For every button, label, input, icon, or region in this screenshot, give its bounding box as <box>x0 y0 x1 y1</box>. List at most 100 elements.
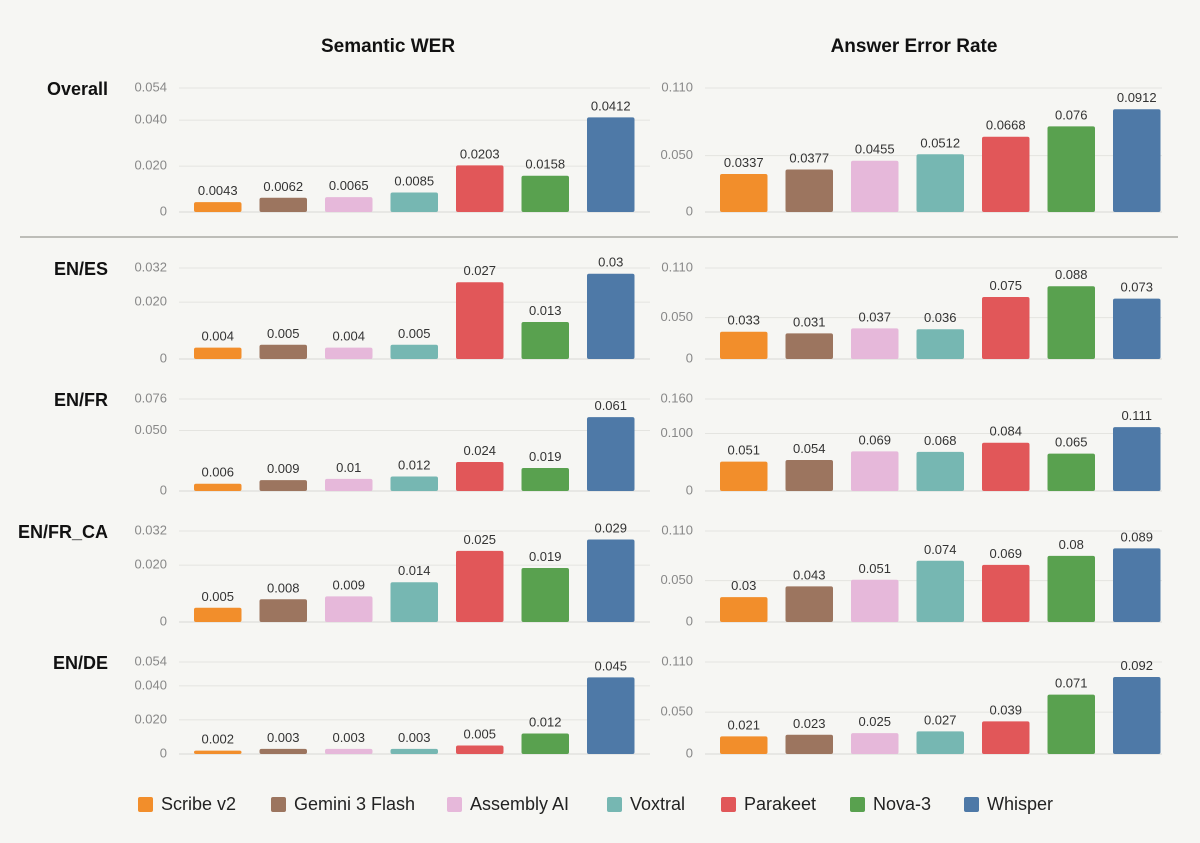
data-label: 0.054 <box>793 441 826 456</box>
row-labels: Overall EN/ES EN/FR EN/FR_CA EN/DE <box>18 79 108 673</box>
data-label: 0.005 <box>267 326 300 341</box>
data-label: 0.002 <box>201 732 234 747</box>
data-label: 0.025 <box>463 532 496 547</box>
y-tick-label: 0.050 <box>660 147 693 162</box>
bar-nova-3 <box>521 322 569 359</box>
bar-nova-3 <box>1047 286 1095 359</box>
data-label: 0.03 <box>731 578 756 593</box>
data-label: 0.009 <box>332 577 365 592</box>
legend: Scribe v2 Gemini 3 Flash Assembly AI Voxtra… <box>138 794 1053 814</box>
data-label: 0.024 <box>463 443 496 458</box>
data-label: 0.088 <box>1055 267 1088 282</box>
data-label: 0.019 <box>529 549 562 564</box>
y-tick-label: 0 <box>686 613 693 628</box>
data-label: 0.013 <box>529 303 562 318</box>
column-titles: Semantic WER Answer Error Rate <box>321 36 997 57</box>
data-label: 0.051 <box>858 561 891 576</box>
y-tick-label: 0.110 <box>661 522 693 537</box>
row-label-en-fr: EN/FR <box>54 390 108 410</box>
panel-en-de-answer-error-rate: 0 0.050 0.110 0.021 0.023 0.025 0.027 0.039 0.07… <box>660 653 1162 760</box>
data-label: 0.019 <box>529 449 562 464</box>
bar-scribe-v2 <box>720 597 768 622</box>
y-tick-label: 0.050 <box>660 309 693 324</box>
bar-gemini-3-flash <box>785 459 833 491</box>
bar-assembly-ai <box>325 347 373 359</box>
data-label: 0.005 <box>201 589 234 604</box>
data-label: 0.0412 <box>591 98 631 113</box>
bar-assembly-ai <box>325 596 373 622</box>
panel-en-es-answer-error-rate: 0 0.050 0.110 0.033 0.031 0.037 0.036 0.075 0.08… <box>660 259 1162 365</box>
bar-gemini-3-flash <box>785 734 833 754</box>
bar-whisper <box>587 677 635 754</box>
data-label: 0.0043 <box>198 183 238 198</box>
data-label: 0.0337 <box>724 155 764 170</box>
bar-scribe-v2 <box>194 347 242 359</box>
data-label: 0.023 <box>793 716 826 731</box>
bar-parakeet <box>982 136 1030 212</box>
legend-label: Whisper <box>987 794 1053 814</box>
bar-parakeet <box>456 165 504 212</box>
y-tick-label: 0.040 <box>134 112 167 127</box>
y-tick-label: 0.050 <box>134 422 167 437</box>
y-tick-label: 0 <box>686 745 693 760</box>
data-label: 0.031 <box>793 314 826 329</box>
bar-scribe-v2 <box>194 202 242 212</box>
bar-gemini-3-flash <box>785 169 833 212</box>
bar-whisper <box>587 117 635 212</box>
y-tick-label: 0.040 <box>134 677 167 692</box>
data-label: 0.027 <box>924 712 957 727</box>
bar-gemini-3-flash <box>259 748 307 754</box>
bar-scribe-v2 <box>720 174 768 212</box>
data-label: 0.008 <box>267 580 300 595</box>
bar-assembly-ai <box>325 748 373 754</box>
y-tick-label: 0.020 <box>134 557 167 572</box>
panel-en-de-semantic-wer: 0 0.020 0.040 0.054 0.002 0.003 0.003 0.003 0.00… <box>134 653 650 760</box>
legend-swatch <box>850 797 865 812</box>
data-label: 0.012 <box>529 715 562 730</box>
data-label: 0.014 <box>398 563 431 578</box>
data-label: 0.069 <box>858 432 891 447</box>
bar-nova-3 <box>521 175 569 212</box>
bar-voxtral <box>916 329 964 359</box>
bar-parakeet <box>982 564 1030 622</box>
legend-item-whisper: Whisper <box>964 794 1053 814</box>
data-label: 0.037 <box>858 309 891 324</box>
data-label: 0.069 <box>989 546 1022 561</box>
data-label: 0.061 <box>594 398 627 413</box>
y-tick-label: 0.076 <box>134 390 167 405</box>
bar-voxtral <box>390 344 438 359</box>
bar-voxtral <box>390 476 438 491</box>
y-tick-label: 0.032 <box>134 522 167 537</box>
bar-gemini-3-flash <box>259 197 307 212</box>
data-label: 0.0158 <box>525 157 565 172</box>
data-label: 0.01 <box>336 460 361 475</box>
y-tick-label: 0.054 <box>134 653 167 668</box>
data-label: 0.033 <box>727 313 760 328</box>
bar-assembly-ai <box>325 478 373 491</box>
bar-whisper <box>1113 109 1161 212</box>
bar-whisper <box>587 273 635 359</box>
data-label: 0.0512 <box>920 135 960 150</box>
chart-panels: 0 0.020 0.040 0.054 0.0043 0.0062 0.0065 0.0085… <box>134 79 1162 760</box>
bar-voxtral <box>390 192 438 212</box>
bar-parakeet <box>982 442 1030 491</box>
data-label: 0.027 <box>463 263 496 278</box>
data-label: 0.003 <box>332 730 365 745</box>
data-label: 0.071 <box>1055 676 1088 691</box>
data-label: 0.0065 <box>329 178 369 193</box>
legend-swatch <box>271 797 286 812</box>
bar-whisper <box>587 417 635 491</box>
data-label: 0.009 <box>267 461 300 476</box>
legend-label: Parakeet <box>744 794 816 814</box>
y-tick-label: 0.020 <box>134 294 167 309</box>
legend-label: Scribe v2 <box>161 794 236 814</box>
bar-parakeet <box>456 282 504 359</box>
data-label: 0.025 <box>858 714 891 729</box>
bar-gemini-3-flash <box>259 599 307 622</box>
data-label: 0.0062 <box>263 179 303 194</box>
y-tick-label: 0.160 <box>660 390 693 405</box>
y-tick-label: 0.020 <box>134 158 167 173</box>
data-label: 0.092 <box>1120 658 1153 673</box>
row-label-overall: Overall <box>47 79 108 99</box>
data-label: 0.076 <box>1055 107 1088 122</box>
